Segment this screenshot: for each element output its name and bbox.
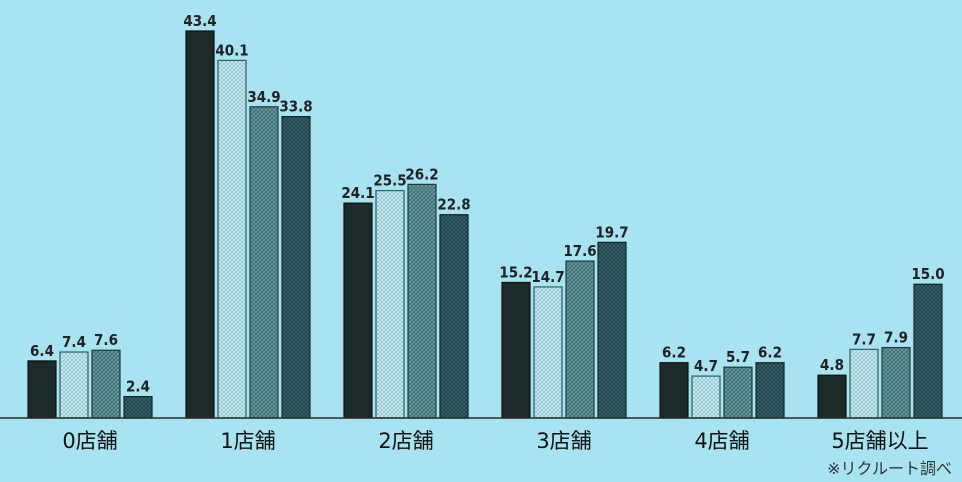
category-label-4: 4店舗: [694, 429, 749, 453]
bar-4-2: [723, 366, 753, 419]
value-label-3-0: 15.2: [499, 263, 532, 281]
bar-3-0: [501, 281, 531, 419]
bar-0-2: [91, 349, 121, 419]
category-label-0: 0店舗: [62, 429, 117, 453]
bar-1-0: [185, 30, 215, 419]
category-label-3: 3店舗: [536, 429, 591, 453]
value-label-0-2: 7.6: [94, 331, 118, 349]
value-label-4-3: 6.2: [758, 344, 782, 362]
value-label-0-3: 2.4: [126, 378, 150, 396]
bar-4-3: [755, 362, 785, 419]
value-label-2-0: 24.1: [341, 184, 374, 202]
category-label-1: 1店舗: [220, 429, 275, 453]
bar-1-1: [217, 59, 247, 419]
value-label-1-1: 40.1: [215, 41, 248, 59]
bar-0-3: [123, 395, 153, 419]
bar-3-3: [597, 241, 627, 419]
value-label-1-2: 34.9: [247, 88, 280, 106]
bar-5-0: [817, 374, 847, 419]
category-label-5: 5店舗以上: [831, 429, 928, 453]
bar-2-2: [407, 183, 437, 419]
bar-3-1: [533, 286, 563, 419]
bar-5-1: [849, 348, 879, 419]
bar-2-0: [343, 202, 373, 419]
value-label-5-1: 7.7: [852, 330, 876, 348]
bar-4-0: [659, 362, 689, 419]
bar-0-0: [27, 360, 57, 419]
bar-1-2: [249, 106, 279, 419]
bar-5-3: [913, 283, 943, 419]
value-label-5-0: 4.8: [820, 356, 844, 374]
bar-2-3: [439, 214, 469, 419]
value-label-4-0: 6.2: [662, 344, 686, 362]
value-label-2-2: 26.2: [405, 165, 438, 183]
value-label-3-1: 14.7: [531, 268, 564, 286]
source-note: ※リクルート調べ: [827, 459, 952, 478]
value-label-0-1: 7.4: [62, 333, 86, 351]
bars-layer: [27, 30, 943, 419]
value-label-3-2: 17.6: [563, 242, 596, 260]
bar-5-2: [881, 346, 911, 419]
value-labels-layer: 6.4 7.4 7.6 2.4 43.4 40.1 34.933.8 24.125.526.2…: [30, 12, 945, 396]
value-label-2-1: 25.5: [373, 172, 406, 190]
bar-3-2: [565, 260, 595, 419]
value-label-4-2: 5.7: [726, 348, 750, 366]
bar-2-1: [375, 190, 405, 419]
bar-1-3: [281, 116, 311, 419]
bar-4-1: [691, 375, 721, 419]
category-label-2: 2店舗: [378, 429, 433, 453]
value-label-5-2: 7.9: [884, 329, 908, 347]
value-label-1-3: 33.8: [279, 98, 312, 116]
value-label-0-0: 6.4: [30, 342, 54, 360]
bar-0-1: [59, 351, 89, 419]
value-label-5-3: 15.0: [911, 265, 944, 283]
value-label-3-3: 19.7: [595, 223, 628, 241]
value-label-1-0: 43.4: [183, 12, 216, 30]
value-label-2-3: 22.8: [437, 196, 470, 214]
value-label-4-1: 4.7: [694, 357, 718, 375]
category-labels-layer: 0店舗 1店舗 2店舗 3店舗 4店舗 5店舗以上: [62, 429, 928, 453]
